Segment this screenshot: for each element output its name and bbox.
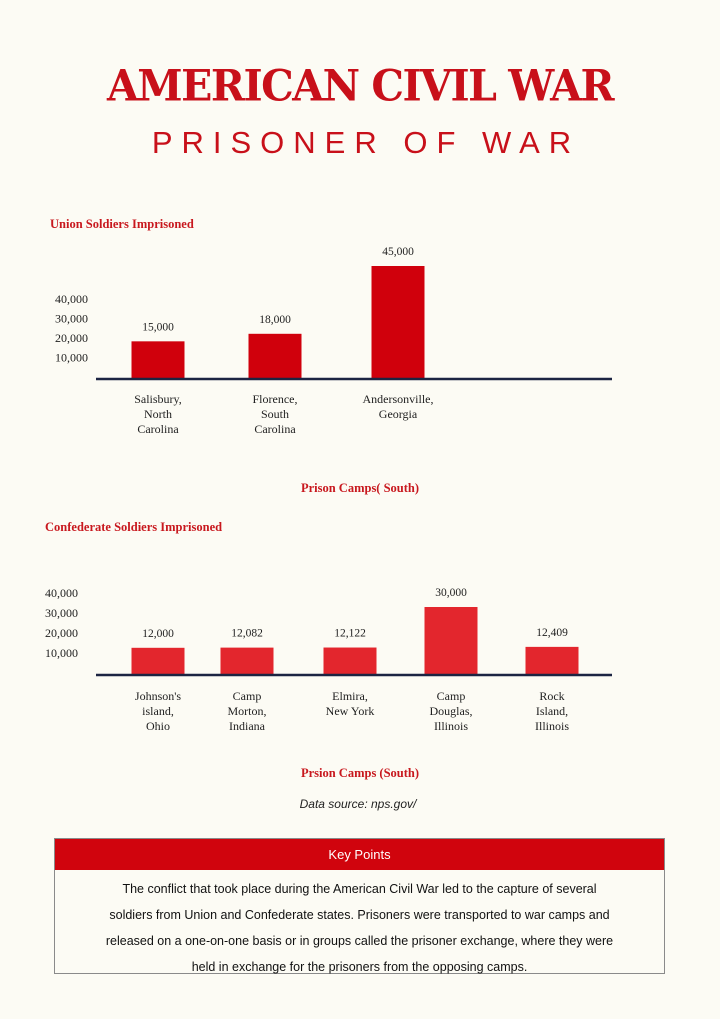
union-chart-title: Union Soldiers Imprisoned	[50, 217, 194, 231]
conf-bar	[323, 647, 377, 675]
conf-bar	[525, 646, 579, 675]
union-y-tick-label: 40,000	[55, 292, 88, 306]
union-bar	[248, 333, 302, 379]
page-subtitle: PRISONER OF WAR	[151, 125, 581, 160]
union-prisoners-bar-chart: Union Soldiers Imprisoned 40,000 30,000 20…	[50, 217, 612, 495]
key-points-heading: Key Points	[55, 839, 664, 870]
conf-category-label: Johnson's island, Ohio	[135, 689, 182, 733]
union-bar-value-label: 18,000	[259, 314, 291, 326]
conf-bar	[131, 647, 185, 675]
key-points-line: The conflict that took place during the …	[122, 882, 597, 896]
conf-category-label: Elmira, New York	[326, 689, 375, 718]
union-bar-value-label: 45,000	[382, 246, 414, 258]
key-points-box: Key Points The conflict that took place …	[54, 838, 665, 974]
data-source-note: Data source: nps.gov/	[299, 797, 417, 811]
page-title: AMERICAN CIVIL WAR	[106, 60, 615, 112]
conf-category-label: Rock Island, Illinois	[535, 689, 569, 733]
confederate-x-axis-title: Prsion Camps (South)	[301, 766, 419, 780]
union-category-label: Salisbury, North Carolina	[134, 392, 182, 436]
union-bar-value-label: 15,000	[142, 321, 174, 333]
conf-bar-value-label: 12,409	[536, 627, 568, 639]
key-points-line: held in exchange for the prisoners from …	[191, 960, 528, 974]
conf-y-tick-label: 40,000	[45, 586, 78, 600]
key-points-line: soldiers from Union and Confederate stat…	[109, 908, 610, 922]
conf-bar-value-label: 30,000	[435, 587, 467, 599]
key-points-text: The conflict that took place during the …	[55, 870, 664, 980]
confederate-chart-title: Confederate Soldiers Imprisoned	[45, 520, 222, 534]
conf-category-label: Camp Morton, Indiana	[228, 689, 267, 733]
conf-y-tick-label: 30,000	[45, 606, 78, 620]
union-bar	[131, 341, 185, 379]
conf-bar-value-label: 12,082	[231, 628, 263, 640]
union-category-label: Florence, South Carolina	[253, 392, 298, 436]
conf-y-tick-label: 20,000	[45, 626, 78, 640]
conf-y-tick-label: 10,000	[45, 646, 78, 660]
union-bar	[371, 266, 425, 379]
conf-bar-value-label: 12,122	[334, 628, 366, 640]
union-x-axis-title: Prison Camps( South)	[301, 481, 419, 495]
union-category-label: Andersonville, Georgia	[363, 392, 434, 421]
key-points-line: released on a one-on-one basis or in gro…	[105, 934, 614, 948]
confederate-prisoners-bar-chart: Confederate Soldiers Imprisoned 40,000 30…	[45, 520, 612, 780]
union-y-tick-label: 20,000	[55, 331, 88, 345]
conf-category-label: Camp Douglas, Illinois	[430, 689, 473, 733]
union-y-tick-label: 10,000	[55, 351, 88, 365]
conf-bar	[424, 607, 478, 675]
union-y-tick-label: 30,000	[55, 312, 88, 326]
conf-bar-value-label: 12,000	[142, 628, 174, 640]
conf-bar	[220, 647, 274, 675]
